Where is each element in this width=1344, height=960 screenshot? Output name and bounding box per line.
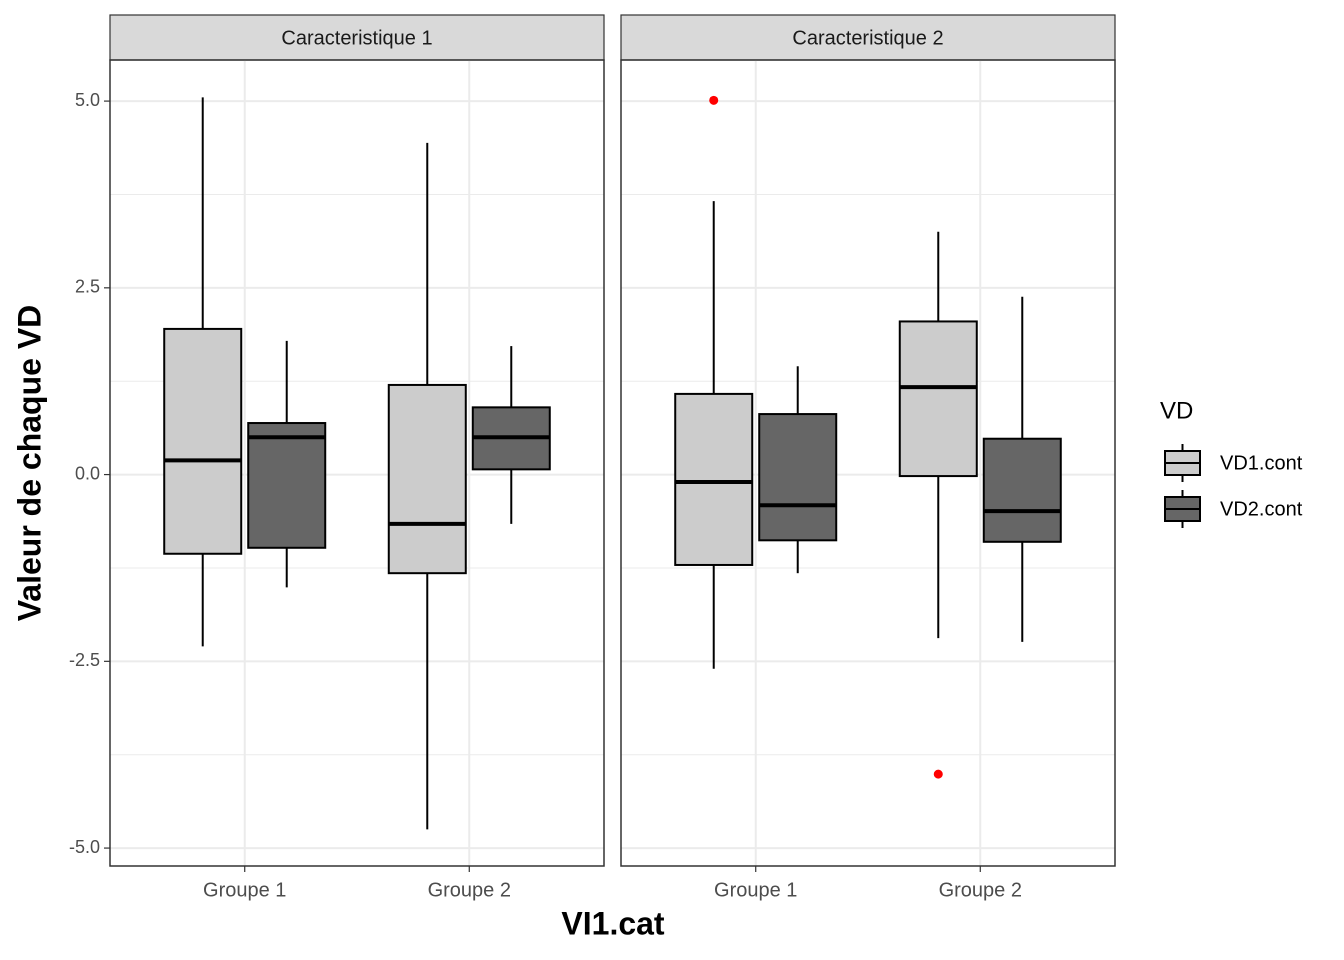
x-tick-label: Groupe 2 xyxy=(428,879,511,901)
facet-title: Caracteristique 2 xyxy=(792,27,943,49)
panel-border xyxy=(109,59,605,867)
legend-title: VD xyxy=(1160,397,1193,424)
box xyxy=(163,327,243,555)
x-tick-label: Groupe 1 xyxy=(714,879,797,901)
facet-strip xyxy=(620,14,1116,61)
legend-label: VD2.cont xyxy=(1220,498,1303,520)
legend-label: VD1.cont xyxy=(1220,452,1303,474)
x-tick-label: Groupe 1 xyxy=(203,879,286,901)
box xyxy=(247,422,327,549)
outlier xyxy=(933,769,943,779)
y-tick-label: 5.0 xyxy=(75,90,100,110)
y-tick-label: 0.0 xyxy=(75,463,100,483)
y-tick-label: -5.0 xyxy=(69,837,100,857)
panel-border xyxy=(620,59,1116,867)
y-tick-label: -2.5 xyxy=(69,650,100,670)
box xyxy=(387,383,467,575)
x-axis-title: VI1.cat xyxy=(561,905,665,941)
box xyxy=(674,392,754,566)
y-tick-label: 2.5 xyxy=(75,277,100,297)
y-axis-title: Valeur de chaque VD xyxy=(11,305,47,622)
facet-title: Caracteristique 1 xyxy=(281,27,432,49)
box xyxy=(982,437,1062,543)
box xyxy=(898,320,978,478)
facet-strip xyxy=(109,14,605,61)
box xyxy=(758,413,838,542)
outlier xyxy=(709,95,719,105)
x-tick-label: Groupe 2 xyxy=(939,879,1022,901)
